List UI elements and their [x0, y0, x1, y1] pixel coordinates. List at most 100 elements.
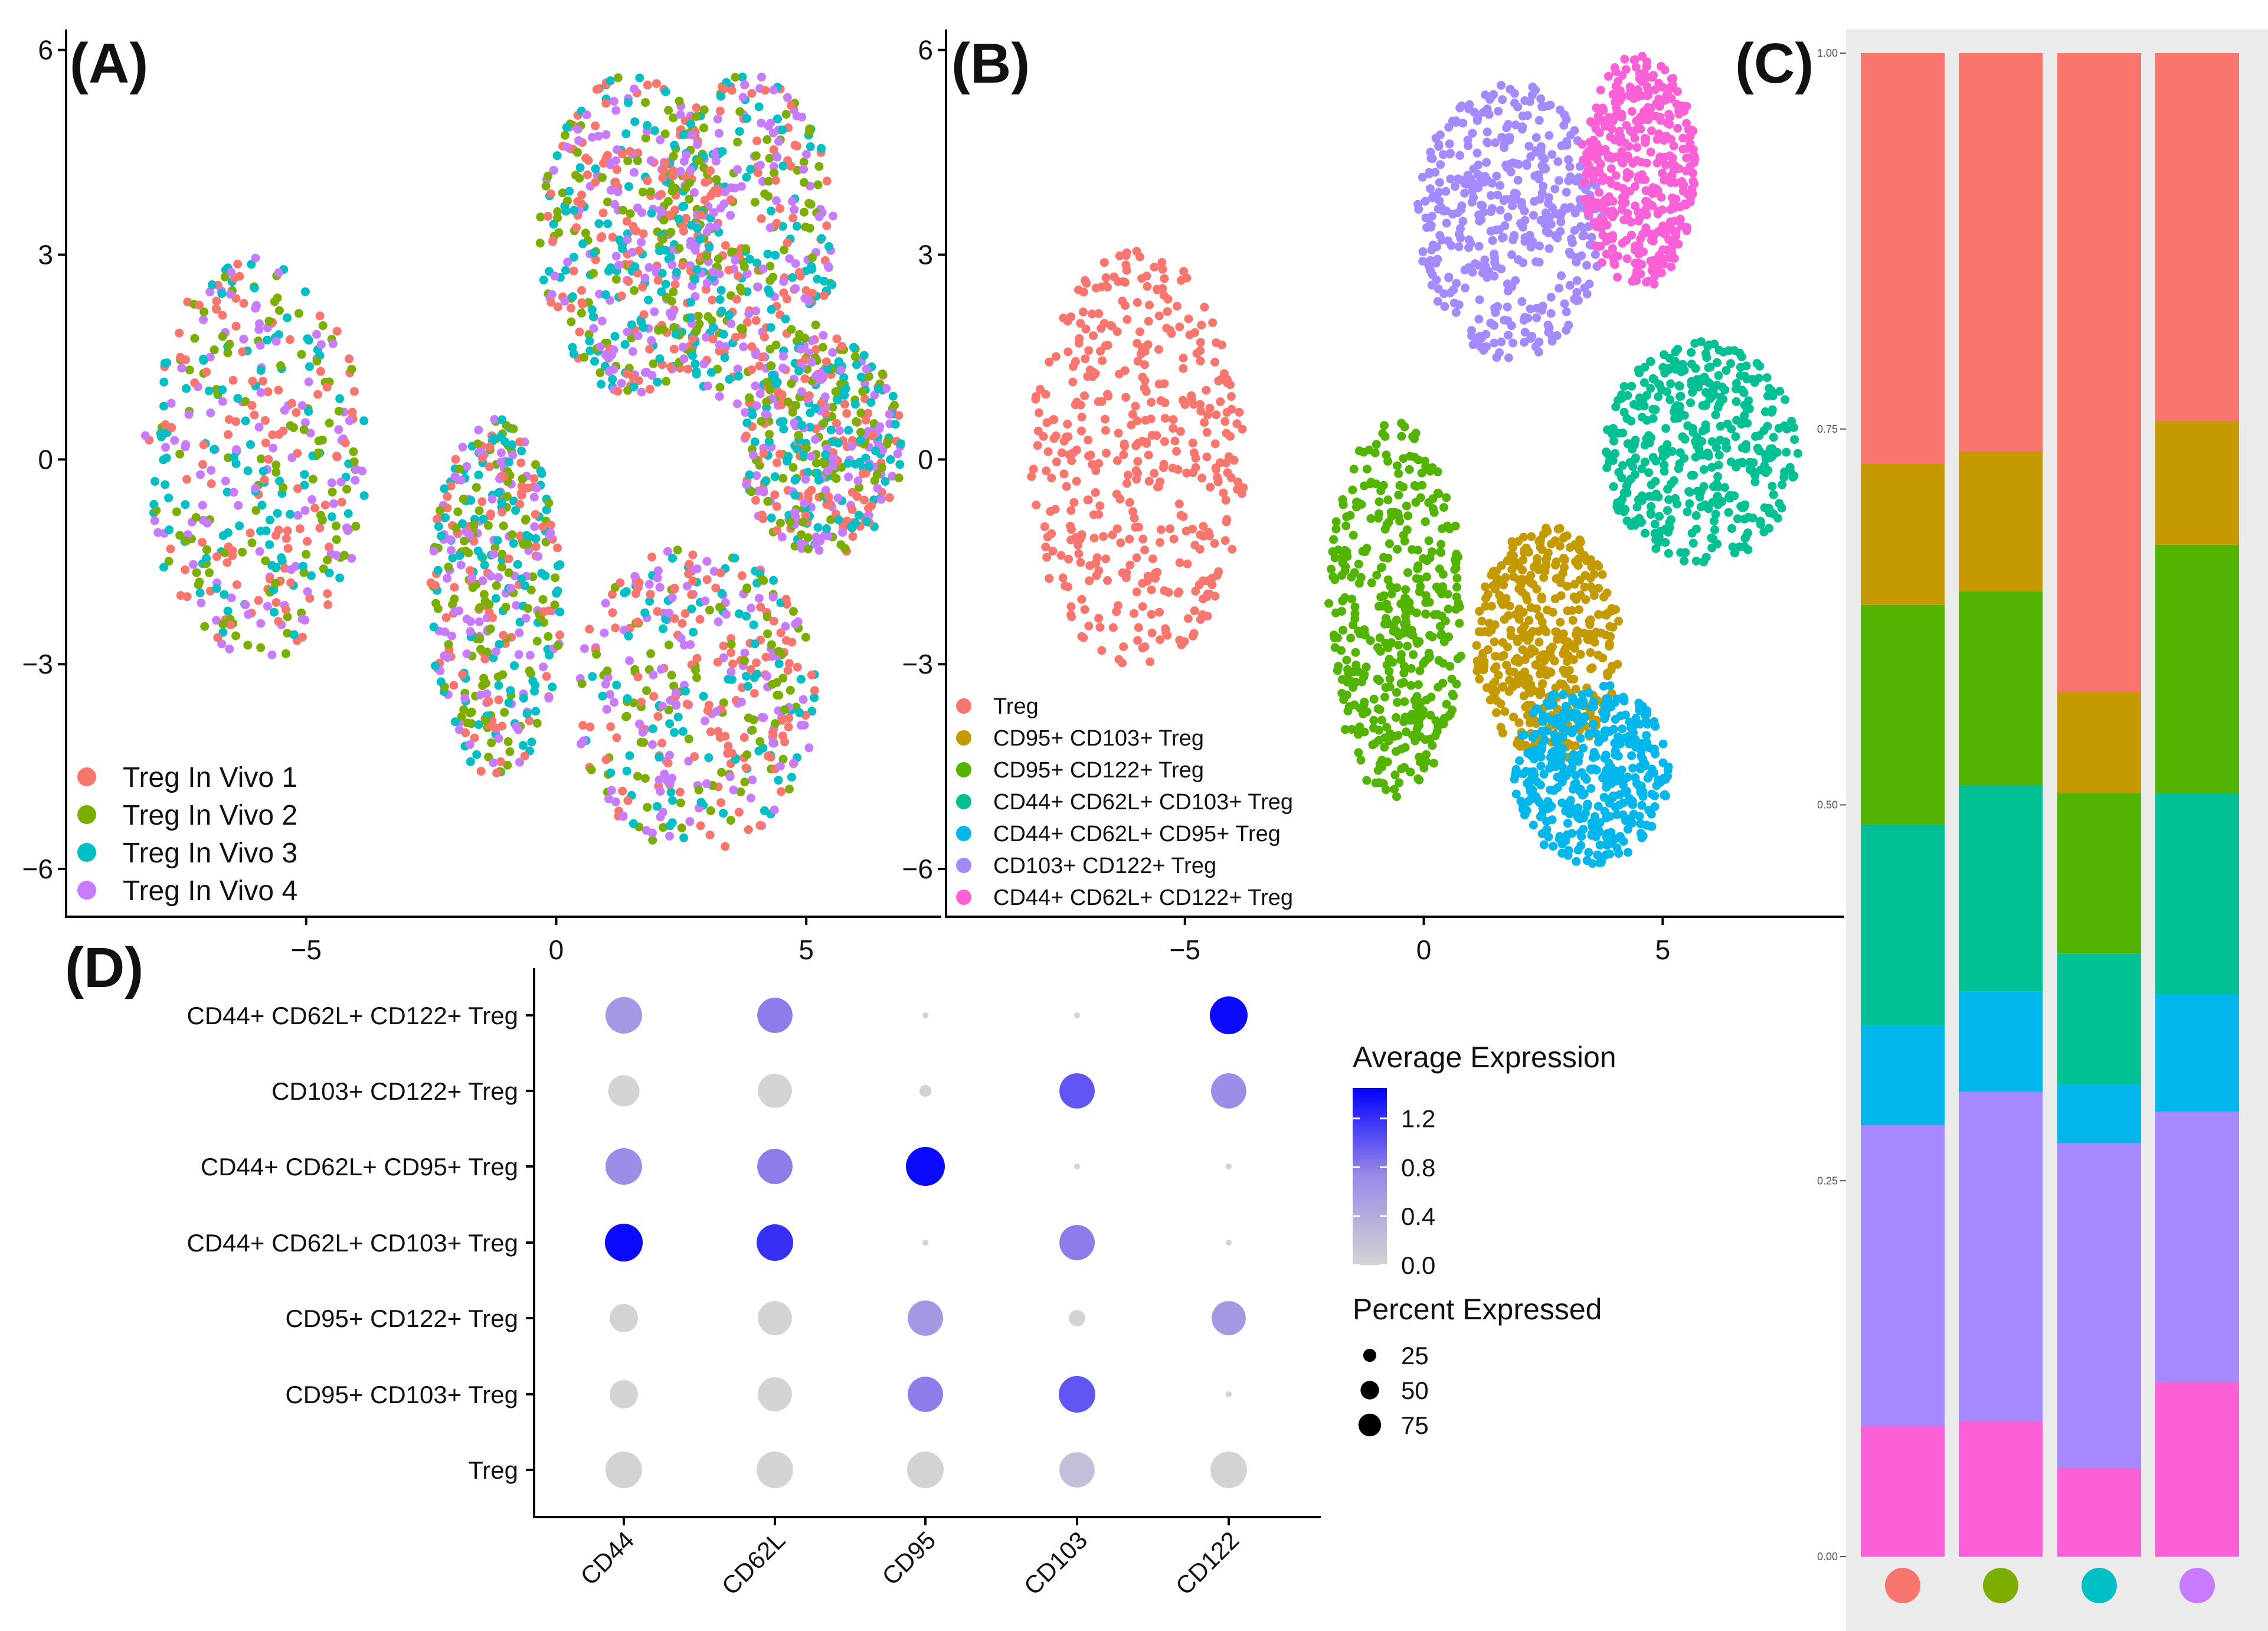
- panel-a-point: [462, 615, 472, 624]
- panel-b-point: [1128, 410, 1137, 419]
- panel-a-point: [653, 377, 662, 387]
- panel-a-point: [767, 513, 776, 522]
- panel-a-point: [724, 741, 733, 751]
- panel-b-point: [1120, 439, 1129, 449]
- panel-a-point: [541, 181, 551, 191]
- panel-a-point: [695, 234, 705, 244]
- panel-b-point: [1175, 322, 1184, 332]
- panel-b-point: [1436, 160, 1445, 169]
- panel-a-point: [865, 372, 873, 381]
- panel-a-point: [585, 336, 594, 346]
- panel-a-point: [553, 543, 562, 553]
- panel-a-point: [225, 644, 234, 653]
- panel-a-point: [328, 339, 338, 348]
- panel-a-point: [673, 712, 683, 722]
- panel-a-point: [617, 291, 626, 300]
- panel-a-point: [643, 176, 652, 185]
- panel-a-point: [763, 751, 773, 761]
- panel-a-point: [668, 166, 678, 175]
- panel-a-point: [708, 295, 717, 305]
- panel-a-point: [274, 430, 284, 439]
- panel-b-point: [1521, 702, 1530, 712]
- panel-a-point: [754, 746, 764, 756]
- panel-b-point: [1654, 492, 1663, 502]
- panel-a-point: [574, 136, 584, 145]
- panel-b-point: [1632, 502, 1642, 512]
- panel-a-point: [799, 165, 809, 174]
- panel-a-point: [670, 614, 679, 623]
- panel-b-point: [1099, 258, 1109, 267]
- panel-b-point: [1534, 348, 1543, 357]
- panel-a-point: [763, 629, 773, 639]
- panel-b-point: [1684, 487, 1694, 496]
- panel-a-point: [666, 227, 676, 237]
- panel-a-point: [184, 410, 194, 419]
- panel-b-point: [1472, 336, 1481, 345]
- panel-a-point: [544, 211, 552, 221]
- panel-a-point: [780, 245, 788, 254]
- panel-b-point: [1467, 326, 1476, 335]
- panel-b-point: [1556, 217, 1566, 227]
- panel-a-point: [542, 505, 551, 515]
- panel-a-point: [218, 332, 227, 341]
- panel-b-point: [1674, 106, 1684, 115]
- panel-b-point: [1503, 642, 1512, 652]
- panel-a-point: [223, 606, 233, 616]
- panel-b-point: [1742, 440, 1751, 449]
- panel-b-point: [1611, 715, 1620, 724]
- panel-a-point: [286, 578, 296, 587]
- panel-b-point: [1495, 205, 1505, 215]
- panel-b-point: [1434, 188, 1444, 197]
- panel-b-point: [1517, 297, 1527, 306]
- panel-a-point: [462, 649, 472, 659]
- panel-a-point: [875, 424, 884, 433]
- panel-a-point: [640, 608, 650, 617]
- panel-b-point: [1115, 494, 1125, 504]
- panel-a-point: [647, 208, 656, 218]
- panel-a-point: [668, 554, 677, 563]
- panel-b-point: [1085, 365, 1095, 375]
- panel-b-point: [1508, 338, 1517, 348]
- panel-b-point: [1160, 291, 1169, 300]
- panel-a-point: [205, 287, 215, 296]
- panel-b-point: [1608, 244, 1617, 253]
- panel-b-point: [1199, 594, 1207, 604]
- panel-b-point: [1445, 149, 1455, 159]
- panel-a-point: [460, 537, 469, 545]
- panel-b-point: [1653, 227, 1662, 237]
- panel-a-point: [181, 440, 191, 449]
- panel-b-point: [1592, 103, 1601, 113]
- panel-a-point: [634, 583, 643, 592]
- panel-b-point: [1169, 415, 1178, 424]
- panel-b-point: [1084, 346, 1094, 355]
- panel-b-point: [1481, 594, 1491, 603]
- panel-a-point: [684, 569, 693, 578]
- panel-a-point: [606, 690, 615, 699]
- panel-b-point: [1627, 751, 1636, 760]
- panel-a-point: [662, 377, 671, 386]
- panel-a-point: [585, 625, 594, 634]
- panel-b-point: [1484, 267, 1494, 276]
- panel-a-point: [734, 371, 743, 381]
- panel-a-point: [678, 202, 688, 211]
- panel-b-point: [1520, 328, 1530, 337]
- panel-a-point: [715, 295, 725, 304]
- panel-a-point: [573, 197, 582, 206]
- panel-a-point: [159, 455, 168, 465]
- panel-b-point: [1678, 133, 1688, 143]
- panel-a-letter: (A): [70, 32, 148, 95]
- panel-b-point: [1707, 437, 1717, 446]
- panel-a-point: [801, 475, 810, 484]
- panel-a-point: [467, 707, 476, 717]
- panel-b-point: [1573, 561, 1583, 570]
- panel-b-point: [1511, 120, 1520, 130]
- panel-a-point: [652, 802, 662, 811]
- panel-a-point: [690, 359, 700, 368]
- panel-b-point: [1235, 407, 1244, 417]
- panel-a-point: [606, 185, 616, 195]
- panel-b-point: [1531, 660, 1540, 669]
- panel-b-point: [1742, 404, 1752, 414]
- panel-b-point: [1608, 212, 1617, 221]
- panel-b-point: [1530, 715, 1539, 725]
- panel-a-point: [199, 440, 208, 449]
